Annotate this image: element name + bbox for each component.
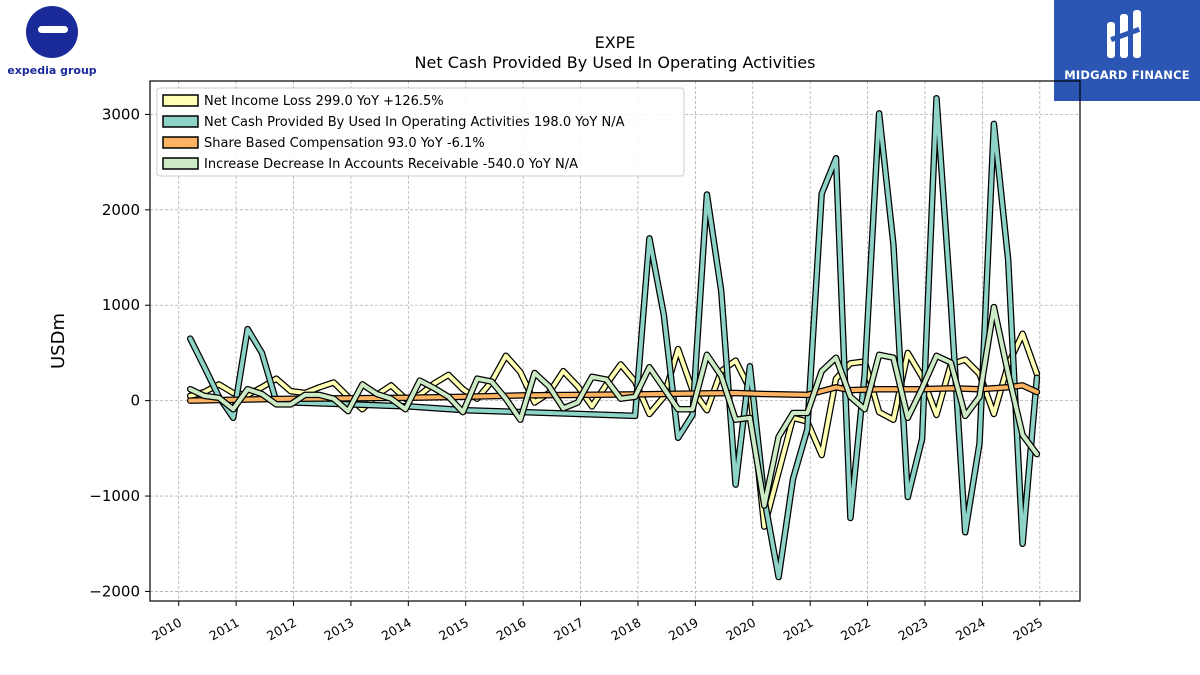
expedia-group-logo-text: expedia group (7, 64, 97, 77)
x-tick-label: 2021 (781, 615, 816, 644)
legend-box (156, 87, 685, 177)
x-tick-label: 2014 (379, 615, 414, 644)
y-tick-label: −1000 (89, 487, 140, 505)
x-tick-label: 2012 (264, 615, 299, 644)
legend-label: Net Cash Provided By Used In Operating A… (204, 115, 625, 130)
legend-swatch (162, 94, 199, 107)
legend: Net Income Loss 299.0 YoY +126.5% Net Cas… (156, 87, 685, 177)
plot-frame (149, 80, 1081, 602)
legend-swatch (162, 136, 199, 149)
x-tick-label: 2011 (207, 615, 242, 644)
legend-label: Increase Decrease In Accounts Receivable… (204, 157, 578, 172)
x-tick-label: 2016 (494, 615, 529, 644)
legend-swatch (162, 157, 199, 170)
x-tick-label: 2024 (953, 615, 988, 644)
legend-swatch (162, 115, 199, 128)
x-tick-label: 2017 (551, 615, 586, 644)
series-layer (186, 94, 1041, 581)
midgard-finance-logo: MIDGARD FINANCE (1054, 0, 1200, 101)
x-tick-label: 2015 (436, 615, 471, 644)
y-tick-label: 1000 (102, 296, 140, 314)
x-tick-label: 2013 (321, 615, 356, 644)
y-tick-label: −2000 (89, 582, 140, 600)
series-1 (186, 330, 1041, 530)
x-tick-label: 2010 (149, 615, 184, 644)
x-tick-label: 2019 (666, 615, 701, 644)
series-1-line (188, 331, 1039, 529)
y-tick-label: 3000 (102, 105, 140, 123)
y-tick-label: 0 (130, 392, 140, 410)
x-tick-label: 2023 (895, 615, 930, 644)
series-4 (186, 303, 1041, 509)
expedia-group-logo: expedia group (4, 4, 100, 78)
x-tick-label: 2022 (838, 615, 873, 644)
chart-title: EXPE (595, 33, 636, 52)
midgard-finance-logo-text: MIDGARD FINANCE (1064, 68, 1190, 82)
y-axis-label: USDm (48, 313, 69, 369)
legend-label: Share Based Compensation 93.0 YoY -6.1% (204, 136, 485, 151)
x-tick-label: 2018 (608, 615, 643, 644)
series-4-line (188, 305, 1039, 508)
legend-label: Net Income Loss 299.0 YoY +126.5% (204, 94, 444, 109)
x-tick-label: 2025 (1010, 615, 1045, 644)
y-tick-label: 2000 (102, 201, 140, 219)
expedia-e-icon (26, 6, 78, 58)
midgard-m-icon (1107, 10, 1141, 58)
chart-subtitle: Net Cash Provided By Used In Operating A… (415, 53, 816, 72)
x-tick-label: 2020 (723, 615, 758, 644)
